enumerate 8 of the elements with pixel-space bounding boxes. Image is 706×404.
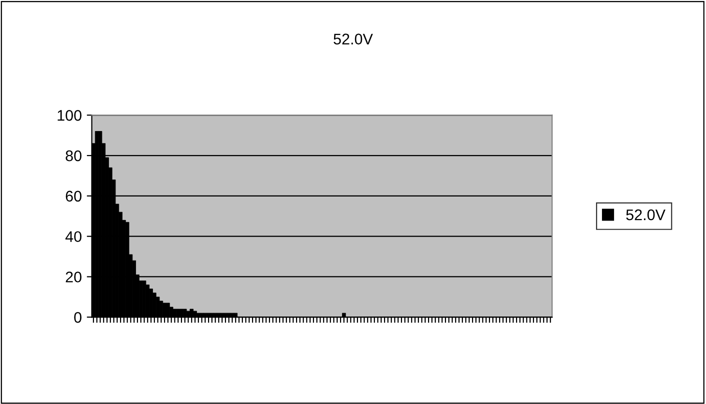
legend-label: 52.0V xyxy=(626,209,666,220)
y-tick-label: 0 xyxy=(74,312,82,323)
y-tick-label: 20 xyxy=(66,272,82,282)
y-tick-label: 80 xyxy=(66,150,82,162)
y-tick-label: 60 xyxy=(66,190,82,202)
y-tick-label: 40 xyxy=(65,231,82,242)
y-tick-label: 100 xyxy=(58,110,82,121)
chart-title: 52.0V xyxy=(334,34,373,44)
